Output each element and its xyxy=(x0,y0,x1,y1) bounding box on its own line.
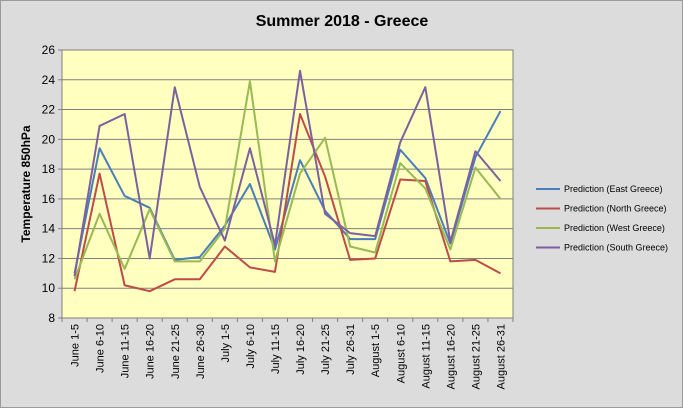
plot-area xyxy=(61,49,514,319)
series-line xyxy=(73,69,502,277)
x-tick-label: July 1-5 xyxy=(220,324,232,363)
y-tick-label: 20 xyxy=(42,132,56,146)
x-tick-label: July 16-20 xyxy=(295,324,307,375)
x-tick-label: July 11-15 xyxy=(270,324,282,374)
x-tick-label: July 6-10 xyxy=(245,324,257,369)
x-tick-label: August 26-31 xyxy=(495,324,507,389)
x-tick-label: July 21-25 xyxy=(320,324,332,375)
x-tick-label: June 6-10 xyxy=(95,324,107,373)
series-line xyxy=(73,110,502,274)
y-tick-label: 8 xyxy=(48,311,55,325)
y-tick-label: 22 xyxy=(42,103,56,117)
x-tick-label: June 11-15 xyxy=(120,324,132,378)
x-tick-label: August 21-25 xyxy=(470,324,482,389)
x-tick-label: August 11-15 xyxy=(420,324,432,389)
x-tick-label: August 1-5 xyxy=(370,324,382,377)
y-axis-ticks: 8 10 12 14 16 18 20 22 24 26 xyxy=(42,43,62,325)
y-axis-label: Temperature 850hPa xyxy=(19,125,33,242)
y-tick-label: 26 xyxy=(42,43,56,57)
x-tick-label: June 21-25 xyxy=(170,324,182,379)
x-tick-label: June 16-20 xyxy=(145,324,157,379)
series-lines xyxy=(73,69,502,293)
legend-label: Prediction (South Greece) xyxy=(564,243,668,253)
legend: Prediction (East Greece) Prediction (Nort… xyxy=(536,184,668,253)
legend-label: Prediction (East Greece) xyxy=(564,184,663,194)
y-tick-label: 12 xyxy=(42,251,56,265)
x-tick-label: August 16-20 xyxy=(445,324,457,389)
x-axis-ticks: June 1-5 June 6-10 June 11-15 June 16-20 Jun… xyxy=(61,318,514,389)
x-tick-label: June 26-30 xyxy=(195,324,207,379)
legend-label: Prediction (North Greece) xyxy=(564,204,667,214)
x-tick-label: June 1-5 xyxy=(70,324,82,367)
y-tick-label: 24 xyxy=(42,73,56,87)
x-tick-label: July 26-31 xyxy=(345,324,357,375)
x-tick-label: August 6-10 xyxy=(395,324,407,383)
y-tick-label: 14 xyxy=(42,222,56,236)
series-line xyxy=(73,80,502,280)
y-tick-label: 10 xyxy=(42,281,56,295)
chart-title: Summer 2018 - Greece xyxy=(256,13,429,30)
series-line xyxy=(73,113,501,293)
legend-label: Prediction (West Greece) xyxy=(564,223,665,233)
y-tick-label: 16 xyxy=(42,192,56,206)
y-tick-label: 18 xyxy=(42,162,56,176)
